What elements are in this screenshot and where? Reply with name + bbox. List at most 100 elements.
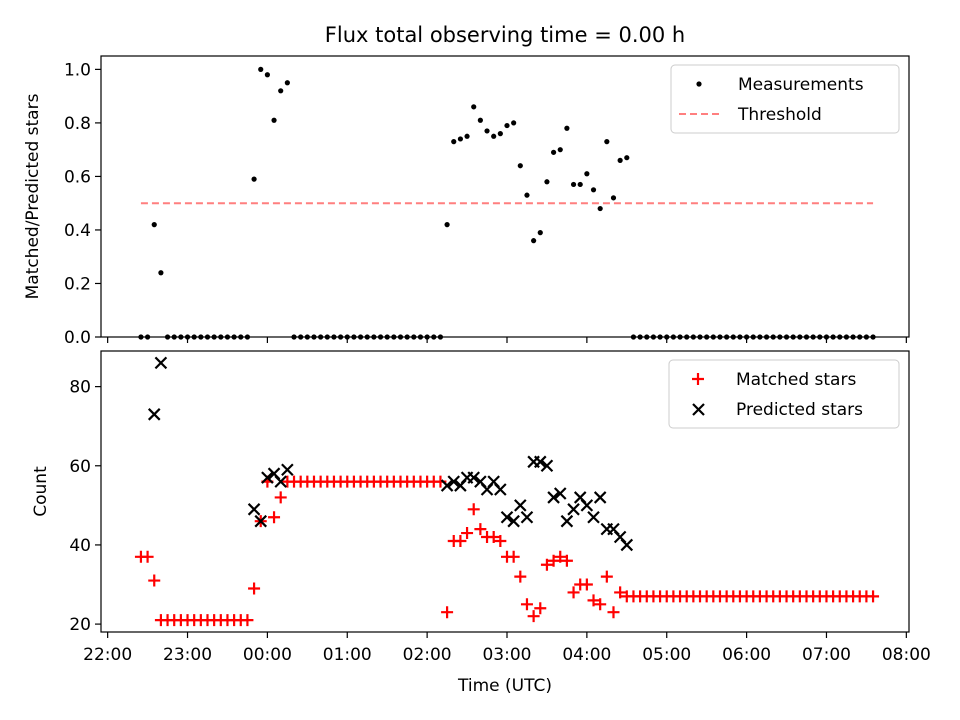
measurement-point — [624, 155, 630, 161]
measurement-point — [158, 270, 164, 276]
predicted-stars-point — [447, 475, 461, 488]
matched-stars-point — [554, 550, 567, 563]
predicted-stars-point — [533, 455, 547, 469]
matched-stars-point — [494, 534, 507, 547]
matched-stars-point — [461, 527, 474, 540]
top-legend-box — [670, 64, 900, 134]
measurement-point — [451, 139, 457, 145]
matched-stars-point — [600, 570, 613, 583]
matched-stars-point — [487, 531, 500, 544]
matched-stars-point — [587, 594, 600, 607]
bottom-x-axis-label: Time (UTC) — [457, 676, 552, 696]
predicted-stars-point — [593, 491, 607, 504]
matched-stars-point — [441, 606, 454, 619]
bottom-x-tick-label: 00:00 — [243, 645, 292, 665]
predicted-stars-point — [467, 471, 480, 484]
measurement-point — [570, 181, 577, 188]
predicted-stars-point — [274, 475, 287, 488]
legend-measurements-marker — [696, 81, 702, 87]
matched-stars-point — [274, 491, 287, 504]
predicted-stars-point — [514, 499, 527, 512]
measurement-point — [477, 117, 483, 123]
predicted-stars-point — [620, 538, 634, 552]
matched-stars-point — [527, 610, 540, 623]
top-y-tick-label: 0.6 — [64, 167, 91, 187]
top-y-tick-label: 0.2 — [64, 274, 91, 294]
measurement-point — [504, 122, 510, 129]
legend-matched-marker — [692, 373, 704, 385]
top-legend: Measurements Threshold — [670, 64, 900, 134]
bottom-x-axis: 22:00 23:00 00:00 01:00 02:00 03:00 04:00 05:00… — [83, 632, 931, 665]
bottom-x-tick-label: 08:00 — [882, 645, 931, 665]
bottom-y-axis: 20 40 60 80 — [69, 378, 101, 635]
top-y-axis: 0.0 0.2 0.4 0.6 0.8 1.0 — [64, 60, 101, 348]
legend-predicted-label: Predicted stars — [736, 400, 863, 420]
bottom-x-tick-label: 01:00 — [323, 645, 372, 665]
predicted-stars-point — [147, 408, 161, 421]
measurement-point — [597, 205, 603, 212]
predicted-stars-point — [440, 479, 454, 492]
measurement-point — [577, 181, 583, 188]
bottom-y-tick-label: 20 — [69, 615, 91, 635]
measurement-point — [497, 131, 503, 137]
top-y-tick-label: 1.0 — [64, 60, 91, 80]
predicted-stars-point — [507, 514, 520, 528]
measurement-point — [524, 192, 530, 198]
matched-stars-point — [248, 582, 261, 595]
measurement-point — [444, 222, 450, 228]
predicted-stars-point — [553, 487, 567, 500]
measurement-point — [544, 179, 550, 185]
measurement-point — [537, 230, 543, 236]
top-plot-frame — [100, 55, 910, 338]
matched-stars-point — [148, 574, 161, 587]
measurement-point — [457, 136, 464, 142]
predicted-stars-point — [560, 514, 574, 528]
measurement-point — [557, 147, 563, 153]
measurement-point — [491, 133, 497, 139]
measurement-point — [590, 187, 597, 193]
measurement-point — [151, 222, 157, 228]
matched-stars-point — [547, 554, 560, 567]
matched-stars-point — [454, 534, 467, 547]
predicted-stars-point — [500, 510, 514, 524]
bottom-legend: Matched stars Predicted stars — [668, 359, 900, 429]
measurement-point — [471, 104, 477, 110]
measurement-point — [610, 195, 617, 201]
matched-stars-point — [580, 578, 593, 591]
bottom-x-tick-label: 23:00 — [163, 645, 212, 665]
measurement-point — [584, 171, 590, 177]
bottom-legend-box — [668, 359, 900, 429]
measurement-point — [251, 176, 257, 182]
measurement-point — [264, 72, 270, 78]
bottom-y-tick-label: 60 — [69, 457, 91, 477]
matched-stars-point — [520, 598, 533, 611]
legend-predicted-marker — [692, 403, 705, 416]
matched-stars-point — [467, 503, 480, 516]
bottom-y-tick-label: 80 — [69, 378, 91, 398]
predicted-stars-point — [567, 503, 580, 516]
matched-stars-point — [607, 606, 620, 619]
matched-stars-point — [567, 586, 580, 599]
top-y-axis-label: Matched/Predicted stars — [23, 93, 43, 299]
measurement-point — [258, 66, 264, 72]
matched-stars-point — [594, 598, 607, 611]
predicted-stars-point — [580, 499, 594, 512]
predicted-stars-point — [494, 483, 507, 496]
matched-stars-point — [560, 554, 573, 567]
bottom-x-tick-label: 05:00 — [642, 645, 691, 665]
predicted-stars-point — [520, 510, 534, 524]
top-panel: 0.0 0.2 0.4 0.6 0.8 1.0 Matched/Predicted sta… — [23, 55, 910, 348]
matched-stars-point — [141, 550, 154, 563]
bottom-x-tick-label: 06:00 — [722, 645, 771, 665]
matched-stars-point — [534, 602, 547, 615]
bottom-x-tick-label: 03:00 — [482, 645, 531, 665]
bottom-y-axis-label: Count — [31, 466, 51, 517]
bottom-x-tick-label: 07:00 — [802, 645, 851, 665]
matched-stars-point — [507, 550, 520, 563]
matched-stars-point — [241, 614, 254, 627]
matched-stars-point — [867, 590, 880, 603]
matched-stars-point — [514, 570, 527, 583]
legend-matched-label: Matched stars — [736, 370, 856, 390]
predicted-stars-point — [587, 510, 600, 524]
